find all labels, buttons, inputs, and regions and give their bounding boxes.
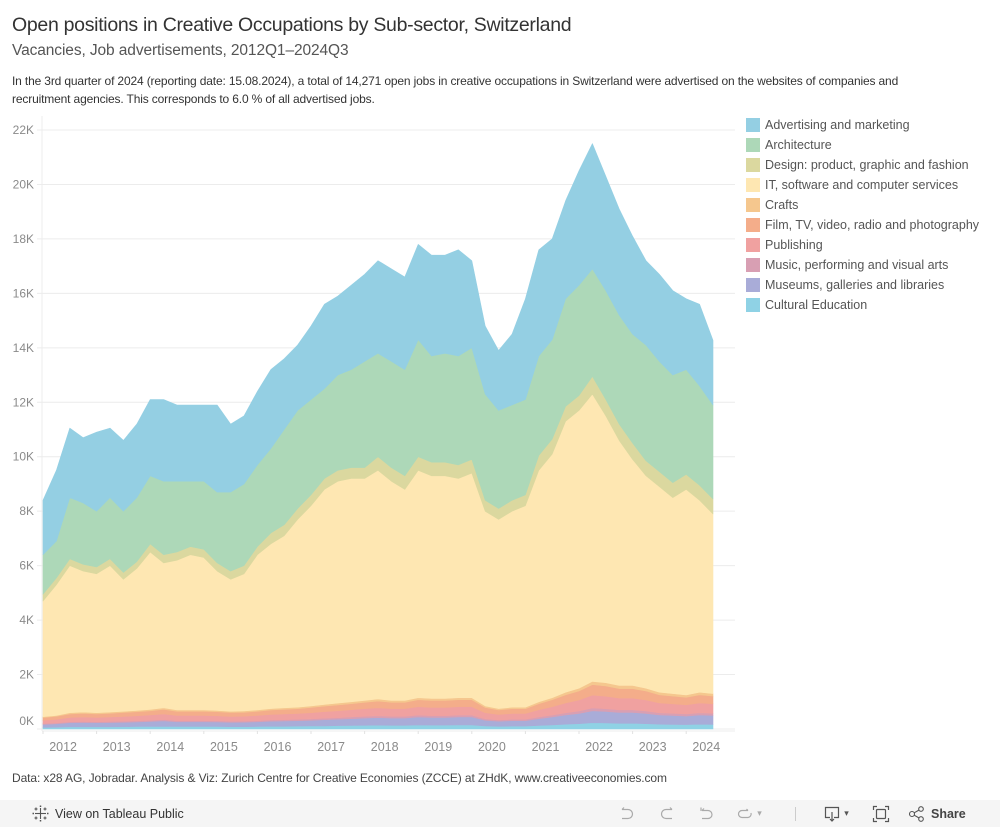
redo-icon	[658, 806, 676, 822]
legend-swatch	[746, 138, 760, 152]
legend: Advertising and marketing Architecture D…	[746, 115, 979, 315]
legend-swatch	[746, 158, 760, 172]
y-tick-label: 10K	[13, 450, 34, 464]
fullscreen-button[interactable]	[871, 800, 891, 827]
legend-swatch	[746, 298, 760, 312]
revert-button[interactable]	[697, 800, 717, 827]
y-tick-label: 16K	[13, 286, 34, 300]
legend-item-architecture[interactable]: Architecture	[746, 135, 979, 155]
legend-item-publishing[interactable]: Publishing	[746, 235, 979, 255]
tableau-logo-icon	[32, 805, 49, 822]
legend-label: Music, performing and visual arts	[765, 258, 949, 272]
x-tick-label: 2020	[478, 740, 506, 754]
y-tick-label: 22K	[13, 123, 34, 137]
view-on-tableau-public-link[interactable]: View on Tableau Public	[32, 800, 202, 827]
legend-swatch	[746, 258, 760, 272]
x-tick-label: 2014	[156, 740, 184, 754]
legend-item-crafts[interactable]: Crafts	[746, 195, 979, 215]
refresh-icon	[736, 806, 754, 822]
legend-swatch	[746, 238, 760, 252]
legend-label: Architecture	[765, 138, 832, 152]
x-tick-label: 2017	[317, 740, 345, 754]
y-tick-label: 14K	[13, 341, 34, 355]
download-button[interactable]: ▾	[818, 800, 854, 827]
area-series	[42, 143, 714, 730]
legend-swatch	[746, 198, 760, 212]
description-line-2: recruitment agencies. This corresponds t…	[12, 92, 375, 106]
chevron-down-icon: ▾	[757, 808, 762, 818]
stacked-area-chart: 0K 2K 4K 6K 8K 10K 12K 14K 16K 18K 20K 22K 2012 2013…	[13, 116, 735, 754]
y-tick-label: 8K	[19, 504, 34, 518]
legend-item-cultural-education[interactable]: Cultural Education	[746, 295, 979, 315]
undo-button[interactable]	[617, 800, 637, 827]
legend-swatch	[746, 178, 760, 192]
legend-label: Museums, galleries and libraries	[765, 278, 945, 292]
y-axis: 0K 2K 4K 6K 8K 10K 12K 14K 16K 18K 20K 22K	[13, 123, 34, 728]
toolbar-divider	[795, 807, 796, 821]
y-tick-label: 18K	[13, 232, 34, 246]
x-tick-label: 2016	[264, 740, 292, 754]
y-tick-label: 0K	[19, 714, 34, 728]
x-tick-label: 2015	[210, 740, 238, 754]
legend-label: Crafts	[765, 198, 799, 212]
y-tick-label: 4K	[19, 613, 34, 627]
legend-swatch	[746, 118, 760, 132]
fullscreen-icon	[872, 805, 890, 823]
undo-icon	[618, 806, 636, 822]
page-subtitle: Vacancies, Job advertisements, 2012Q1–20…	[12, 42, 349, 59]
legend-label: Publishing	[765, 238, 823, 252]
legend-swatch	[746, 218, 760, 232]
tableau-toolbar: View on Tableau Public ▾ ▾ Share	[0, 800, 1000, 827]
description-line-1: In the 3rd quarter of 2024 (reporting da…	[12, 74, 899, 88]
legend-item-advertising[interactable]: Advertising and marketing	[746, 115, 979, 135]
legend-label: IT, software and computer services	[765, 178, 959, 192]
legend-item-it-software[interactable]: IT, software and computer services	[746, 175, 979, 195]
legend-item-film-tv[interactable]: Film, TV, video, radio and photography	[746, 215, 979, 235]
legend-item-music[interactable]: Music, performing and visual arts	[746, 255, 979, 275]
x-tick-label: 2023	[639, 740, 667, 754]
x-tick-label: 2012	[49, 740, 77, 754]
y-tick-label: 2K	[19, 668, 34, 682]
x-tick-label: 2019	[424, 740, 452, 754]
revert-icon	[698, 806, 716, 822]
page-title: Open positions in Creative Occupations b…	[12, 14, 572, 36]
x-tick-label: 2021	[532, 740, 560, 754]
x-tick-label: 2022	[585, 740, 613, 754]
area-advertising-and-marketing[interactable]	[42, 143, 714, 555]
y-tick-label: 12K	[13, 395, 34, 409]
x-tick-label: 2024	[692, 740, 720, 754]
share-label: Share	[931, 806, 966, 821]
chevron-down-icon: ▾	[844, 808, 849, 818]
x-tick-label: 2018	[371, 740, 399, 754]
share-button[interactable]: Share	[908, 800, 970, 827]
legend-label: Advertising and marketing	[765, 118, 910, 132]
refresh-button[interactable]: ▾	[733, 800, 765, 827]
source-note: Data: x28 AG, Jobradar. Analysis & Viz: …	[12, 771, 667, 785]
legend-label: Film, TV, video, radio and photography	[765, 218, 980, 232]
legend-item-museums[interactable]: Museums, galleries and libraries	[746, 275, 979, 295]
x-axis: 2012 2013 2014 2015 2016 2017 2018 2019 2020 2021…	[49, 740, 720, 754]
x-tick-label: 2013	[103, 740, 131, 754]
y-tick-label: 20K	[13, 177, 34, 191]
share-icon	[908, 805, 926, 822]
download-icon	[823, 805, 841, 823]
description: In the 3rd quarter of 2024 (reporting da…	[12, 72, 898, 108]
legend-swatch	[746, 278, 760, 292]
y-tick-label: 6K	[19, 559, 34, 573]
legend-label: Design: product, graphic and fashion	[765, 158, 969, 172]
legend-label: Cultural Education	[765, 298, 868, 312]
redo-button[interactable]	[657, 800, 677, 827]
view-on-tableau-public-label: View on Tableau Public	[55, 806, 184, 821]
legend-item-design[interactable]: Design: product, graphic and fashion	[746, 155, 979, 175]
